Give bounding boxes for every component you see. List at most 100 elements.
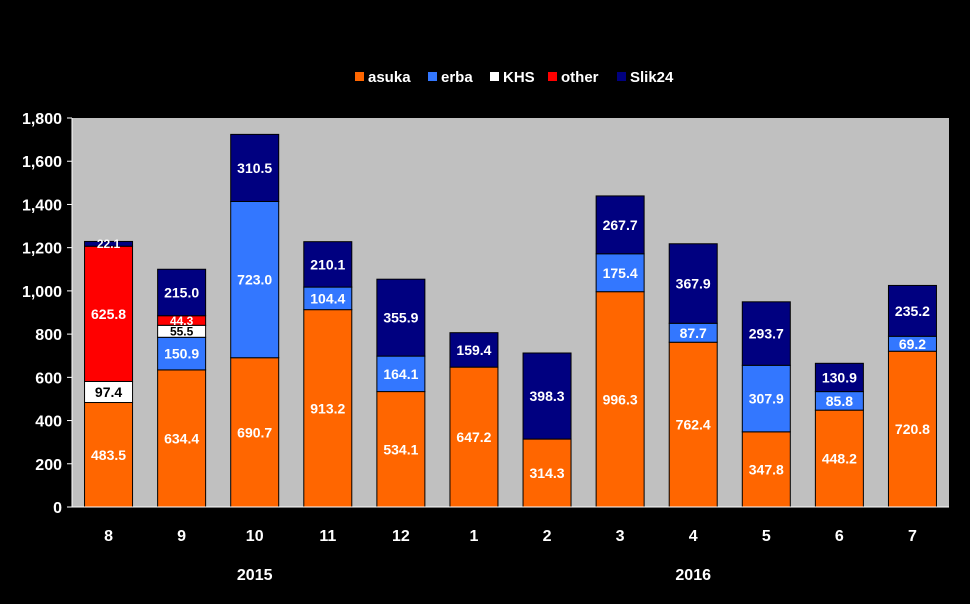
data-label-slik24: 310.5 [237,160,272,176]
y-tick-label: 400 [35,414,62,431]
data-label-erba: 307.9 [749,391,784,407]
bar-segment-erba [741,364,791,433]
data-label-other: 44.3 [170,314,194,328]
legend-swatch-slik24 [617,72,626,81]
bar-segment-asuka [522,438,572,508]
data-label-slik24: 367.9 [676,276,711,292]
data-label-asuka: 913.2 [310,400,345,416]
y-tick-label: 1,800 [22,111,62,128]
bars: 483.5 97.4 625.8 22.1 634.4 150.9 55.544.3 215.… [84,133,937,508]
bar-segment-slik24 [449,332,499,368]
data-label-erba: 87.7 [680,325,707,341]
data-label-asuka: 314.3 [530,465,565,481]
y-tick-label: 800 [35,327,62,344]
data-label-khs: 97.4 [95,384,122,400]
data-label-khs: 55.5 [170,325,194,339]
bar-segment-erba [230,200,280,359]
data-label-slik24: 22.1 [97,237,121,251]
bar-segment-asuka [157,369,207,508]
bar-segment-slik24 [376,278,426,357]
bar-segment-erba [157,336,207,371]
data-label-slik24: 398.3 [530,388,565,404]
x-tick-label: 9 [177,528,186,545]
year-label-2016: 2016 [675,567,711,584]
x-tick-label: 8 [104,528,113,545]
y-tick-label: 0 [53,500,62,517]
data-label-slik24: 159.4 [456,342,491,358]
data-label-erba: 150.9 [164,346,199,362]
y-tick-label: 1,000 [22,284,62,301]
data-label-asuka: 720.8 [895,421,930,437]
data-label-asuka: 347.8 [749,461,784,477]
y-tick-label: 1,600 [22,154,62,171]
data-label-slik24: 210.1 [310,256,345,272]
x-tick-label: 5 [762,528,771,545]
x-tick-label: 2 [543,528,552,545]
data-label-slik24: 235.2 [895,303,930,319]
data-label-other: 625.8 [91,306,126,322]
legend-label-slik24: Slik24 [630,69,674,86]
legend-label-asuka: asuka [368,69,411,86]
bar-segment-erba [595,253,645,293]
x-tick-label: 7 [908,528,917,545]
x-tick-label: 6 [835,528,844,545]
legend-swatch-other [548,72,557,81]
data-label-slik24: 130.9 [822,369,857,385]
legend-swatch-asuka [355,72,364,81]
data-label-erba: 85.8 [826,393,853,409]
data-label-erba: 69.2 [899,336,926,352]
legend-swatch-khs [490,72,499,81]
bar-segment-asuka [887,350,937,508]
year-label-2015: 2015 [237,567,273,584]
data-label-asuka: 448.2 [822,451,857,467]
bar-segment-asuka [84,402,134,508]
legend-swatch-erba [428,72,437,81]
y-tick-label: 600 [35,370,62,387]
bar-segment-slik24 [84,240,134,247]
bar-segment-slik24 [303,241,353,288]
bar-segment-slik24 [157,268,207,317]
bar-segment-slik24 [887,284,937,337]
y-tick-label: 1,400 [22,197,62,214]
data-label-slik24: 293.7 [749,326,784,342]
data-label-slik24: 267.7 [603,217,638,233]
data-label-erba: 164.1 [383,366,418,382]
data-label-asuka: 634.4 [164,430,199,446]
x-tick-label: 3 [616,528,625,545]
x-tick-label: 4 [689,528,698,545]
data-label-erba: 723.0 [237,272,272,288]
bar-segment-asuka [595,291,645,508]
y-tick-label: 1,200 [22,241,62,258]
bar-segment-slik24 [522,352,572,440]
data-label-asuka: 647.2 [456,429,491,445]
bar-segment-slik24 [814,362,864,393]
x-tick-label: 1 [470,528,479,545]
y-tick-label: 200 [35,457,62,474]
bar-segment-slik24 [230,133,280,202]
legend: asuka erba KHS other Slik24 [355,69,674,86]
x-tick-label: 12 [392,528,410,545]
y-axis: 0 200 400 600 800 1,000 1,200 1,400 1,600 1,800 [22,111,73,517]
bar-segment-slik24 [595,195,645,255]
bar-segment-slik24 [668,243,718,324]
data-label-slik24: 355.9 [383,310,418,326]
bar-segment-slik24 [741,301,791,366]
data-label-erba: 175.4 [603,265,638,281]
data-label-asuka: 762.4 [676,417,711,433]
bar-segment-other [84,245,134,382]
data-label-asuka: 690.7 [237,424,272,440]
bar-segment-asuka [230,357,280,508]
data-label-asuka: 483.5 [91,447,126,463]
data-label-asuka: 534.1 [383,441,418,457]
x-tick-label: 10 [246,528,264,545]
data-label-erba: 104.4 [310,290,345,306]
legend-label-other: other [561,69,599,86]
x-tick-label: 11 [319,528,336,545]
bar-segment-asuka [376,391,426,508]
legend-label-erba: erba [441,69,473,86]
data-label-asuka: 996.3 [603,391,638,407]
legend-label-khs: KHS [503,69,535,86]
data-label-slik24: 215.0 [164,285,199,301]
